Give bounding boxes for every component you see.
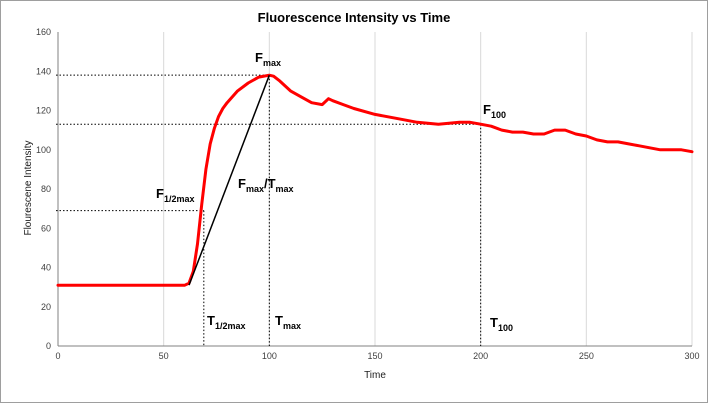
y-tick-label: 20: [41, 302, 51, 312]
axes: [57, 32, 692, 347]
thalf-label: T1/2max: [207, 313, 245, 331]
series-layer: [56, 73, 694, 287]
slope-label: Fmax/Tmax: [238, 176, 294, 194]
slope-label-part-0: F: [238, 176, 246, 191]
x-tick-label: 0: [55, 351, 60, 361]
fhalf-label-sub: 1/2max: [164, 194, 195, 204]
x-tick-label: 150: [367, 351, 382, 361]
t100-label: T100: [490, 315, 513, 333]
fmax-label: Fmax: [255, 50, 281, 68]
slope-line: [188, 74, 271, 286]
fmax-label-sub: max: [263, 58, 281, 68]
t100-label-main: T: [490, 315, 498, 330]
x-tick-label: 100: [262, 351, 277, 361]
fhalf-label: F1/2max: [156, 186, 194, 204]
thalf-label-main: T: [207, 313, 215, 328]
tmax-label: Tmax: [275, 313, 301, 331]
y-tick-label: 40: [41, 263, 51, 273]
tmax-label-sub: max: [283, 321, 301, 331]
y-axis-title: Flourescene Intensity: [23, 140, 34, 235]
series-line-0: [56, 73, 694, 287]
y-tick-label: 160: [36, 27, 51, 37]
y-tick-label: 120: [36, 106, 51, 116]
fhalf-label-main: F: [156, 186, 164, 201]
t100-label-sub: 100: [498, 323, 513, 333]
slope-label-part-3: max: [276, 184, 294, 194]
fmax-label-main: F: [255, 50, 263, 65]
y-tick-label: 100: [36, 145, 51, 155]
x-tick-label: 50: [159, 351, 169, 361]
x-tick-label: 200: [473, 351, 488, 361]
y-tick-label: 140: [36, 66, 51, 76]
f100-label-sub: 100: [491, 110, 506, 120]
y-tick-label: 80: [41, 184, 51, 194]
f100-label-main: F: [483, 102, 491, 117]
tick-labels: 0 50 100 150 200 250 300 0 20 40 60 80 100 120 140 160: [36, 27, 700, 361]
chart-title: Fluorescence Intensity vs Time: [258, 10, 451, 25]
y-tick-label: 0: [46, 341, 51, 351]
tmax-label-main: T: [275, 313, 283, 328]
f100-label: F100: [483, 102, 506, 120]
x-tick-label: 300: [684, 351, 699, 361]
slope-label-part-2: /T: [264, 176, 276, 191]
x-tick-label: 250: [579, 351, 594, 361]
thalf-label-sub: 1/2max: [215, 321, 246, 331]
x-axis-title: Time: [364, 370, 386, 381]
guide-lines: [56, 74, 482, 346]
slope-label-part-1: max: [246, 184, 264, 194]
y-tick-label: 60: [41, 223, 51, 233]
